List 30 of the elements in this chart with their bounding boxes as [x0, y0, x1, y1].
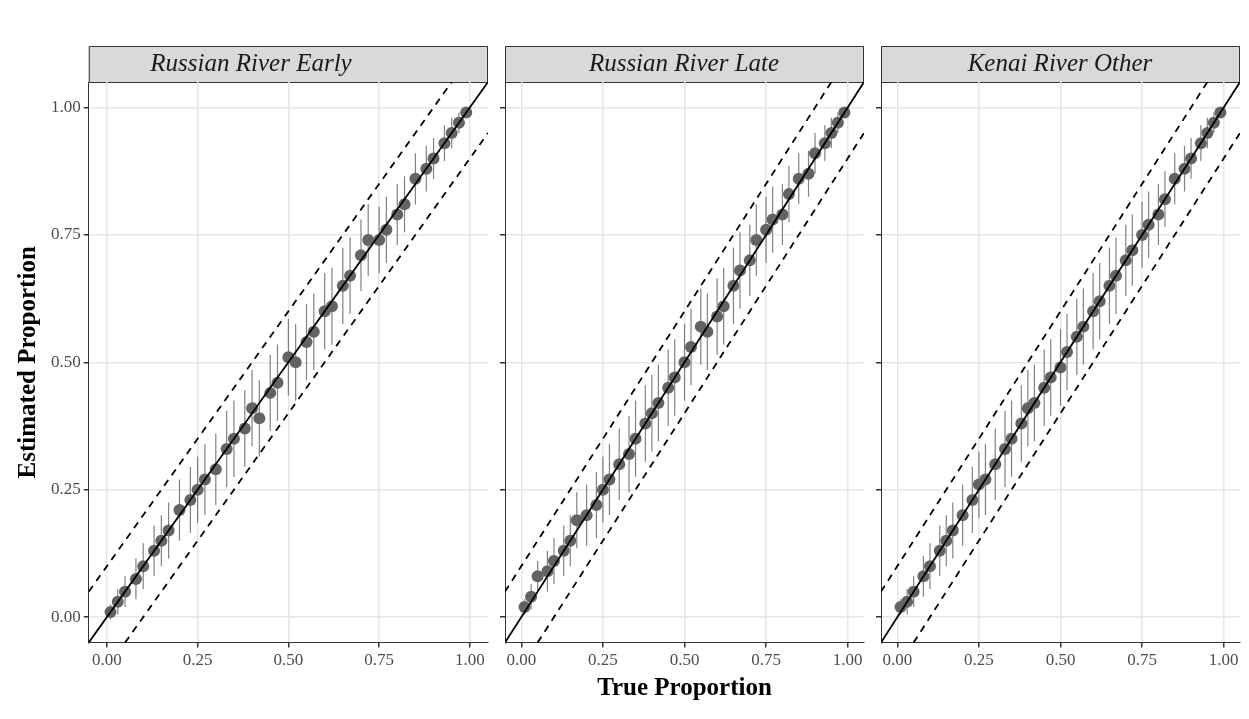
x-tick-label: 0.75 [751, 650, 781, 670]
point [531, 570, 544, 583]
x-tick-label: 0.25 [964, 650, 994, 670]
x-tick-label: 0.00 [92, 650, 122, 670]
x-tick-label: 0.50 [1045, 650, 1076, 670]
point [362, 233, 375, 246]
point [750, 233, 763, 246]
point [253, 412, 266, 425]
y-tick-label: 0.75 [51, 224, 81, 244]
x-tick-label: 0.50 [273, 650, 304, 670]
point [289, 356, 302, 369]
x-tick-label: 0.25 [182, 650, 213, 670]
y-tick-label: 1.00 [51, 96, 81, 116]
x-axis-title: True Proportion [597, 673, 772, 701]
y-tick-label: 0.50 [51, 351, 81, 371]
y-tick-label: 0.25 [51, 479, 81, 499]
x-tick-label: 0.75 [364, 650, 394, 670]
y-tick-label: 0.00 [51, 606, 81, 626]
chart-title: Russian River Early [149, 48, 353, 76]
x-tick-label: 1.00 [832, 650, 863, 670]
x-tick-label: 0.25 [588, 650, 618, 670]
x-tick-label: 0.75 [1127, 650, 1157, 670]
chart-title: Kenai River Other [966, 48, 1153, 76]
x-tick-label: 0.00 [506, 650, 537, 670]
y-axis-title: Estimated Proportion [13, 246, 41, 479]
x-tick-label: 0.00 [882, 650, 913, 670]
x-tick-label: 1.00 [1208, 650, 1239, 670]
chart-title: Russian River Late [587, 48, 780, 76]
x-tick-label: 1.00 [454, 650, 485, 670]
x-tick-label: 0.50 [669, 650, 700, 670]
